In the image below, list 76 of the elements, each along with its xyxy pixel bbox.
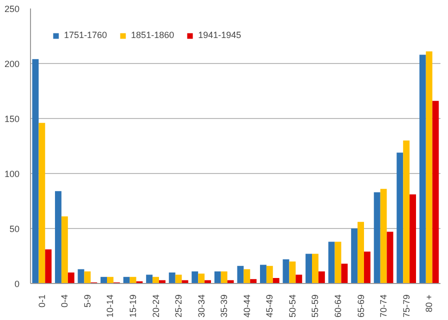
x-tick-label: 25-29 [174, 294, 184, 318]
bar [289, 262, 296, 284]
x-tick-label: 55-59 [310, 294, 320, 318]
x-tick-label: 30-34 [196, 294, 206, 318]
bar [296, 274, 302, 284]
x-tick-label: 0-1 [36, 294, 47, 308]
bar [318, 271, 325, 284]
x-tick-label: 70-74 [378, 294, 389, 318]
legend-label: 1851-1860 [131, 30, 174, 40]
bar [45, 249, 52, 284]
bar [220, 271, 228, 284]
bar [272, 278, 280, 284]
x-tick-label: 20-24 [150, 294, 161, 318]
bar [266, 266, 273, 284]
bar [214, 271, 221, 284]
x-tick-label: 50-54 [287, 294, 298, 318]
bar [227, 280, 234, 284]
bar [380, 188, 387, 284]
bar [426, 51, 432, 284]
x-tick-label: 10-14 [105, 294, 116, 318]
bar [38, 122, 46, 284]
x-tick-label: 80 + [424, 294, 434, 312]
x-tick-label: 0-4 [60, 294, 70, 308]
x-tick-label: 40-44 [242, 294, 252, 318]
bar [364, 252, 370, 284]
bar [198, 274, 205, 284]
bar [432, 100, 439, 284]
bar [32, 59, 39, 284]
y-tick-label: 250 [4, 4, 20, 14]
y-tick-label: 0 [14, 279, 20, 289]
bar [78, 269, 84, 284]
bar [204, 280, 212, 284]
y-tick-label: 50 [9, 224, 20, 234]
bar [84, 271, 91, 284]
bar [386, 232, 394, 284]
bar [54, 191, 62, 284]
legend-label: 1751-1760 [64, 30, 108, 40]
y-tick-label: 150 [4, 114, 20, 124]
x-tick-label: 75-79 [401, 294, 412, 318]
bar [282, 259, 290, 284]
bar [328, 242, 335, 284]
bar [168, 272, 176, 284]
bar [175, 274, 182, 284]
legend-label: 1941-1945 [198, 30, 242, 40]
bar [351, 228, 358, 284]
bar [244, 269, 250, 284]
bar [146, 274, 153, 284]
x-tick-label: 45-49 [264, 294, 275, 318]
bar [358, 222, 364, 284]
bar [106, 276, 114, 284]
bar [152, 276, 160, 284]
bar [250, 279, 257, 284]
bar [192, 271, 198, 284]
y-tick-label: 200 [4, 59, 20, 69]
bar [68, 272, 74, 284]
x-tick-label: 60-64 [333, 294, 343, 318]
bar [396, 152, 404, 284]
bar [306, 254, 312, 284]
bar [419, 54, 426, 284]
bar [61, 216, 68, 284]
bar [410, 194, 416, 284]
bar [159, 280, 166, 284]
bar [237, 266, 244, 284]
y-tick-label: 100 [4, 169, 20, 179]
bar [260, 264, 266, 284]
bar [123, 276, 130, 284]
bar [403, 140, 410, 284]
bar [312, 254, 318, 284]
x-tick-label: 5-9 [82, 294, 92, 308]
bar [341, 264, 348, 284]
x-tick-label: 15-19 [128, 294, 138, 318]
bar [374, 192, 380, 284]
bar [334, 242, 342, 284]
x-tick-label: 35-39 [219, 294, 230, 318]
bar [100, 276, 107, 284]
x-tick-label: 65-69 [356, 294, 366, 318]
